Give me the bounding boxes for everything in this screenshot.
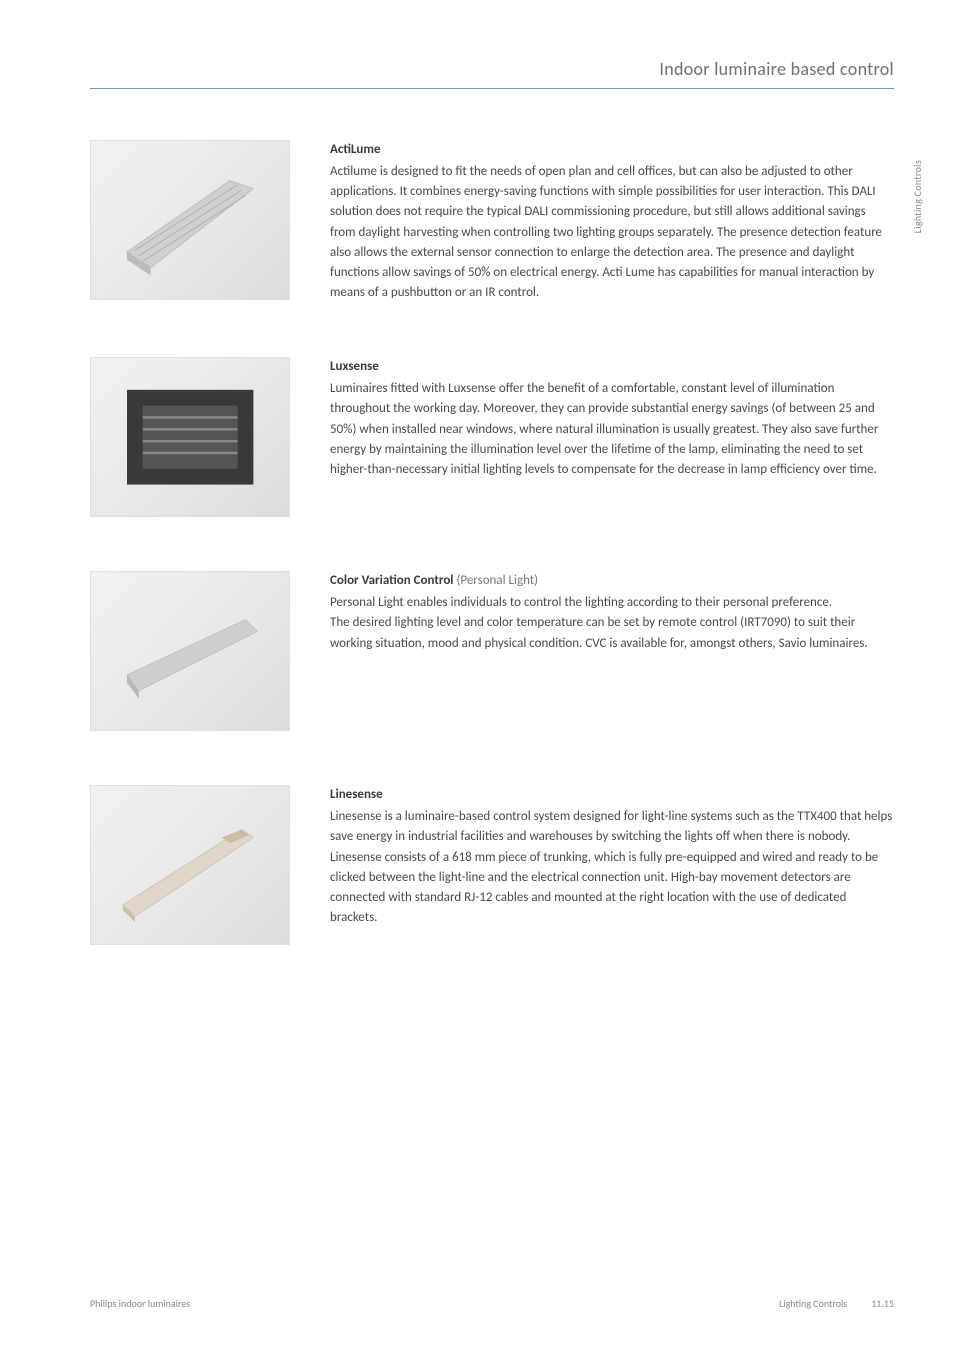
section-title: ActiLume xyxy=(330,140,894,160)
product-image-luxsense xyxy=(90,357,290,517)
section-title: Color Variation Control (Personal Light) xyxy=(330,571,894,591)
luminaire-icon xyxy=(111,588,269,714)
section-title: Linesense xyxy=(330,785,894,805)
product-image-cvc xyxy=(90,571,290,731)
product-image-linesense xyxy=(90,785,290,945)
page: Indoor luminaire based control Lighting … xyxy=(0,0,954,1350)
section-linesense: Linesense Linesense is a luminaire-based… xyxy=(90,785,894,945)
header-rule xyxy=(90,88,894,89)
content-area: ActiLume Actilume is designed to fit the… xyxy=(90,140,894,1260)
section-actilume: ActiLume Actilume is designed to fit the… xyxy=(90,140,894,303)
text-col: ActiLume Actilume is designed to fit the… xyxy=(330,140,894,303)
title-suffix: (Personal Light) xyxy=(454,573,539,588)
section-body: Luminaires fitted with Luxsense offer th… xyxy=(330,379,894,480)
image-col xyxy=(90,140,290,303)
section-luxsense: Luxsense Luminaires fitted with Luxsense… xyxy=(90,357,894,517)
section-body: Actilume is designed to fit the needs of… xyxy=(330,162,894,303)
section-body: Personal Light enables individuals to co… xyxy=(330,593,894,653)
section-cvc: Color Variation Control (Personal Light)… xyxy=(90,571,894,731)
page-footer: Philips indoor luminaires Lighting Contr… xyxy=(90,1297,894,1310)
luminaire-icon xyxy=(111,802,269,928)
footer-page-number: 11.15 xyxy=(871,1297,894,1310)
image-col xyxy=(90,571,290,731)
text-col: Color Variation Control (Personal Light)… xyxy=(330,571,894,731)
footer-right: Lighting Controls 11.15 xyxy=(779,1297,894,1310)
title-text: Color Variation Control xyxy=(330,573,454,588)
image-col xyxy=(90,785,290,945)
footer-left: Philips indoor luminaires xyxy=(90,1297,190,1310)
footer-section-label: Lighting Controls xyxy=(779,1297,847,1310)
section-title: Luxsense xyxy=(330,357,894,377)
text-col: Luxsense Luminaires fitted with Luxsense… xyxy=(330,357,894,517)
title-text: Linesense xyxy=(330,787,383,802)
header-title: Indoor luminaire based control xyxy=(90,58,894,86)
product-image-actilume xyxy=(90,140,290,300)
page-header: Indoor luminaire based control xyxy=(90,58,894,89)
text-col: Linesense Linesense is a luminaire-based… xyxy=(330,785,894,945)
luminaire-icon xyxy=(111,374,269,500)
luminaire-icon xyxy=(111,157,269,283)
image-col xyxy=(90,357,290,517)
title-text: ActiLume xyxy=(330,142,381,157)
side-tab-label: Lighting Controls xyxy=(911,160,924,233)
section-body: Linesense is a luminaire-based control s… xyxy=(330,807,894,928)
title-text: Luxsense xyxy=(330,359,379,374)
